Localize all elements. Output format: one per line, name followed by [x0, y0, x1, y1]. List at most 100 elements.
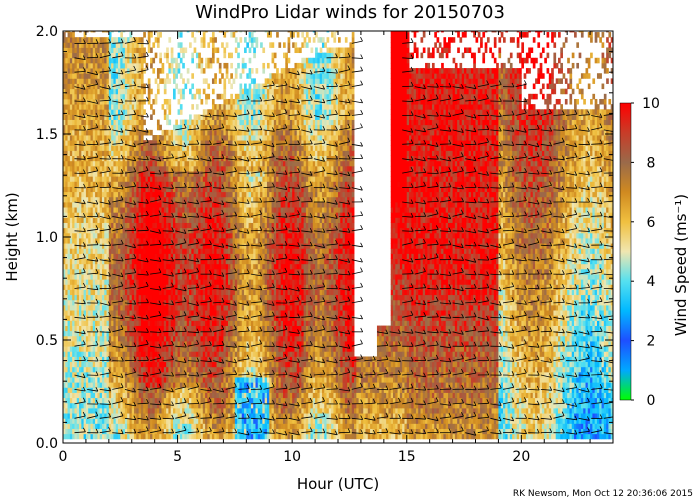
heatmap-cell: [218, 392, 222, 399]
heatmap-cell: [195, 196, 199, 203]
heatmap-cell: [92, 232, 96, 239]
heatmap-cell: [145, 428, 149, 435]
heatmap-cell: [113, 402, 117, 409]
heatmap-cell: [202, 207, 206, 213]
heatmap-cell: [189, 423, 192, 429]
heatmap-cell: [81, 289, 85, 296]
heatmap-cell: [143, 191, 146, 198]
heatmap-cell: [154, 227, 158, 234]
heatmap-cell: [156, 176, 160, 182]
heatmap-cell: [122, 407, 126, 414]
heatmap-cell: [175, 201, 178, 208]
heatmap-cell: [200, 62, 204, 69]
heatmap-cell: [63, 310, 66, 316]
heatmap-cell: [138, 392, 142, 399]
heatmap-cell: [218, 382, 222, 388]
heatmap-cell: [85, 135, 89, 141]
heatmap-cell: [85, 397, 89, 404]
heatmap-cell: [156, 315, 160, 321]
heatmap-cell: [143, 320, 146, 326]
heatmap-cell: [207, 238, 211, 244]
heatmap-cell: [209, 232, 213, 239]
heatmap-cell: [97, 428, 101, 435]
heatmap-cell: [129, 181, 133, 187]
heatmap-cell: [186, 433, 190, 440]
heatmap-cell: [211, 330, 215, 337]
heatmap-cell: [166, 382, 169, 388]
heatmap-cell: [92, 433, 96, 440]
heatmap-cell: [104, 201, 107, 208]
heatmap-cell: [88, 232, 91, 239]
heatmap-cell: [76, 68, 80, 74]
heatmap-cell: [150, 176, 153, 182]
heatmap-cell: [67, 294, 71, 301]
heatmap-cell: [127, 68, 130, 74]
heatmap-cell: [154, 371, 158, 378]
heatmap-cell: [122, 114, 126, 120]
heatmap-cell: [218, 397, 222, 404]
heatmap-cell: [136, 418, 140, 424]
heatmap-cell: [145, 145, 149, 151]
heatmap-cell: [76, 382, 80, 388]
heatmap-cell: [115, 73, 119, 79]
heatmap-cell: [200, 263, 204, 270]
heatmap-cell: [104, 140, 107, 146]
heatmap-cell: [216, 304, 220, 311]
heatmap-cell: [195, 135, 199, 141]
heatmap-cell: [150, 104, 153, 110]
heatmap-cell: [200, 315, 204, 321]
heatmap-cell: [145, 62, 149, 69]
heatmap-cell: [115, 428, 119, 435]
heatmap-cell: [124, 253, 128, 260]
heatmap-cell: [129, 274, 133, 280]
heatmap-cell: [189, 196, 192, 203]
heatmap-cell: [195, 356, 199, 363]
heatmap-cell: [207, 165, 211, 172]
heatmap-cell: [145, 413, 149, 419]
heatmap-cell: [131, 361, 135, 368]
heatmap-cell: [129, 279, 133, 285]
heatmap-cell: [90, 31, 94, 33]
heatmap-cell: [207, 83, 211, 90]
heatmap-cell: [184, 263, 188, 270]
heatmap-cell: [106, 109, 110, 115]
heatmap-cell: [191, 258, 195, 265]
heatmap-cell: [108, 248, 112, 254]
heatmap-cell: [104, 155, 107, 162]
heatmap-cell: [161, 258, 165, 265]
heatmap-cell: [193, 217, 197, 223]
heatmap-cell: [131, 238, 135, 244]
heatmap-cell: [205, 217, 208, 223]
heatmap-cell: [104, 181, 107, 187]
heatmap-cell: [216, 258, 220, 265]
heatmap-cell: [175, 341, 178, 347]
heatmap-cell: [129, 284, 133, 290]
heatmap-cell: [166, 310, 169, 316]
heatmap-cell: [200, 232, 204, 239]
heatmap-cell: [122, 248, 126, 254]
heatmap-cell: [184, 407, 188, 414]
heatmap-cell: [95, 274, 98, 280]
heatmap-cell: [127, 428, 130, 435]
heatmap-cell: [122, 310, 126, 316]
heatmap-cell: [145, 377, 149, 383]
heatmap-cell: [106, 73, 110, 79]
heatmap-cell: [147, 37, 151, 43]
heatmap-cell: [113, 57, 117, 64]
heatmap-cell: [152, 330, 156, 337]
heatmap-cell: [88, 145, 91, 151]
heatmap-cell: [173, 382, 176, 388]
heatmap-cell: [74, 274, 78, 280]
heatmap-cell: [154, 407, 158, 414]
heatmap-cell: [122, 109, 126, 115]
heatmap-cell: [186, 351, 190, 357]
heatmap-cell: [124, 165, 128, 172]
heatmap-cell: [92, 207, 96, 213]
heatmap-cell: [63, 78, 66, 84]
heatmap-cell: [143, 222, 146, 229]
heatmap-cell: [179, 93, 183, 100]
heatmap-cell: [111, 124, 114, 131]
heatmap-cell: [115, 392, 119, 399]
heatmap-cell: [191, 289, 195, 296]
heatmap-cell: [74, 181, 78, 187]
